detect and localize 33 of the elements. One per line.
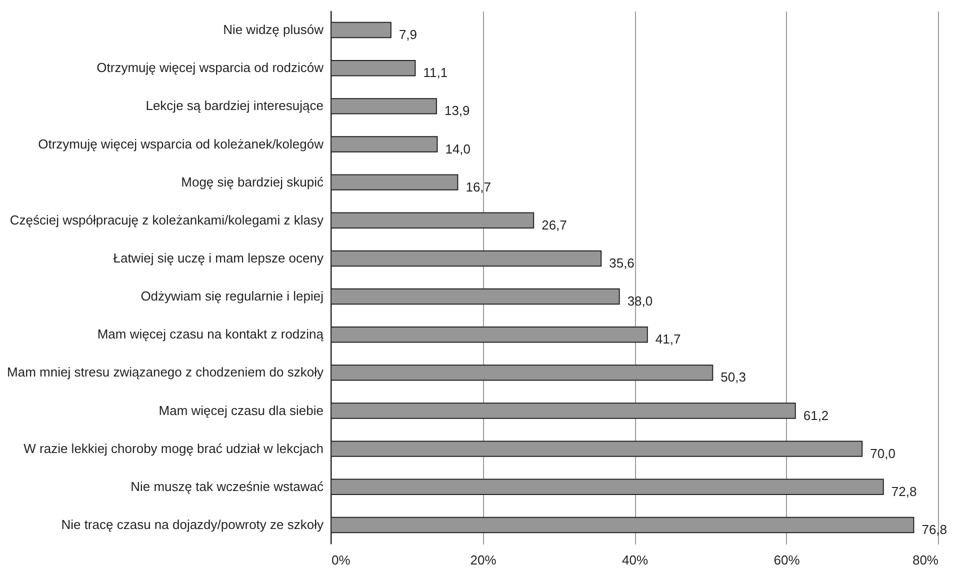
data-label: 13,9 [444,103,470,118]
data-label: 76,8 [922,522,948,537]
x-tick-label: 20% [470,552,497,568]
x-tick-label: 40% [622,552,648,568]
y-tick-label: Mam więcej czasu na kontakt z rodziną [97,326,324,342]
y-tick-label: Częściej współpracuję z koleżankami/kolegami z klasy [10,212,324,228]
x-tick-label: 80% [912,552,939,568]
y-tick-label: Otrzymuję więcej wsparcia od koleżanek/kolegów [38,136,324,152]
y-tick-label: Odżywiam się regularnie i lepiej [140,288,324,304]
y-tick-label: Mam więcej czasu dla siebie [158,402,324,418]
data-label: 38,0 [627,294,653,309]
data-label: 14,0 [445,141,471,156]
data-label: 61,2 [803,408,829,423]
y-tick-label: Mam mniej stresu związanego z chodzeniem do szkoły [7,364,324,380]
x-tick-label: 60% [774,552,800,568]
data-label: 7,9 [398,27,418,42]
data-label: 35,6 [609,255,634,270]
y-tick-label: W razie lekkiej choroby mogę brać udział w lekcjach [24,440,324,456]
data-label: 70,0 [870,446,896,461]
data-label: 16,7 [466,179,492,194]
x-tick-label: 0% [332,552,351,568]
data-label: 72,8 [891,484,917,499]
data-label: 26,7 [542,217,567,232]
y-tick-label: Nie tracę czasu na dojazdy/powroty ze szkoły [61,516,324,532]
y-tick-label: Otrzymuję więcej wsparcia od rodziców [96,60,324,76]
y-tick-label: Łatwiej się uczę i mam lepsze oceny [113,250,324,266]
y-tick-label: Lekcje są bardziej interesujące [146,98,324,114]
y-tick-label: Nie muszę tak wcześnie wstawać [130,478,324,494]
y-tick-label: Mogę się bardziej skupić [181,174,324,190]
data-label: 11,1 [423,65,448,80]
data-label: 41,7 [655,332,681,347]
data-label: 50,3 [720,370,746,385]
y-tick-label: Nie widzę plusów [223,22,324,38]
